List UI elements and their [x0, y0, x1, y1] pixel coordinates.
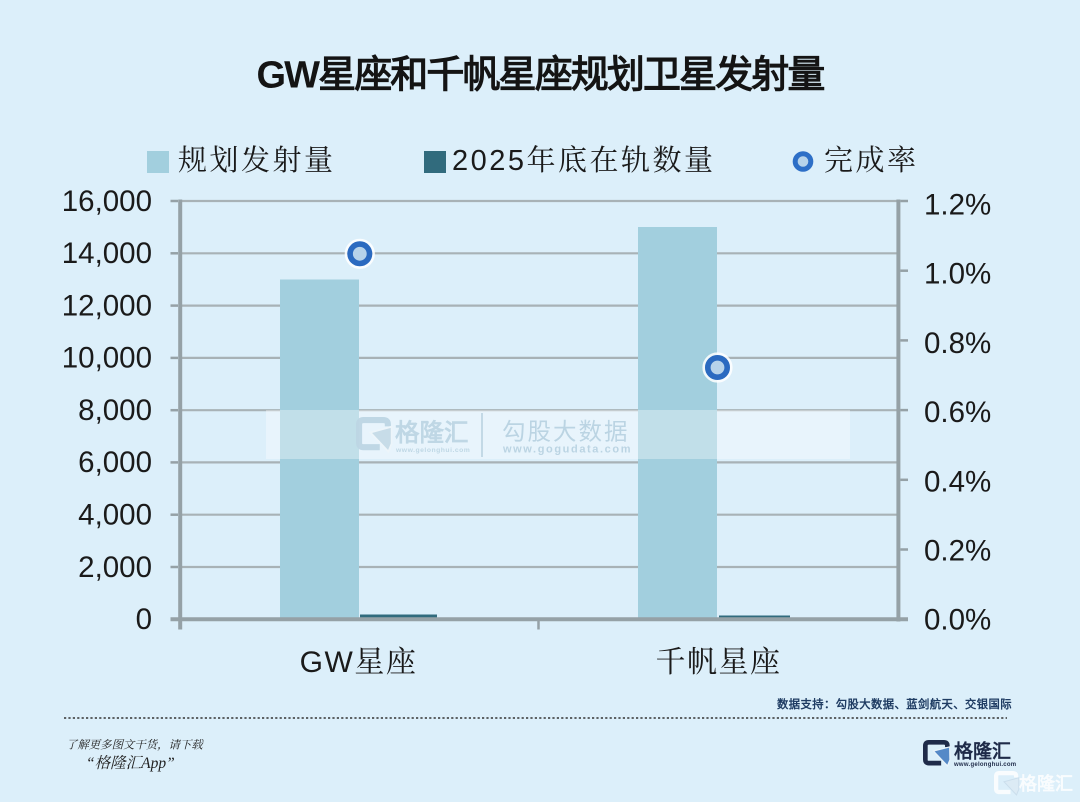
svg-text:2025年底在轨数量: 2025年底在轨数量 — [452, 144, 716, 177]
svg-text:www.gogudata.com: www.gogudata.com — [502, 444, 632, 456]
svg-text:8,000: 8,000 — [78, 394, 152, 427]
svg-text:GW星座和千帆星座规划卫星发射量: GW星座和千帆星座规划卫星发射量 — [256, 55, 824, 97]
svg-text:0.4%: 0.4% — [924, 465, 991, 498]
svg-text:“格隆汇App”: “格隆汇App” — [86, 754, 175, 772]
svg-text:0.8%: 0.8% — [924, 327, 991, 360]
svg-text:1.0%: 1.0% — [924, 258, 991, 291]
svg-text:0.2%: 0.2% — [924, 535, 991, 568]
svg-text:数据支持：勾股大数据、蓝剑航天、交银国际: 数据支持：勾股大数据、蓝剑航天、交银国际 — [777, 697, 1012, 711]
svg-text:0.6%: 0.6% — [924, 396, 991, 429]
svg-text:0.0%: 0.0% — [924, 604, 991, 637]
svg-text:了解更多图文干货，请下载: 了解更多图文干货，请下载 — [66, 739, 204, 752]
svg-text:勾股大数据: 勾股大数据 — [502, 419, 630, 445]
svg-text:规划发射量: 规划发射量 — [178, 144, 336, 177]
svg-text:0: 0 — [136, 603, 152, 636]
svg-text:14,000: 14,000 — [62, 237, 152, 270]
svg-text:16,000: 16,000 — [62, 185, 152, 218]
svg-text:www.gelonghui.com: www.gelonghui.com — [953, 762, 1016, 768]
svg-text:2,000: 2,000 — [78, 551, 152, 584]
svg-text:12,000: 12,000 — [62, 289, 152, 322]
svg-text:6,000: 6,000 — [78, 446, 152, 479]
svg-text:10,000: 10,000 — [62, 342, 152, 375]
svg-text:4,000: 4,000 — [78, 499, 152, 532]
svg-text:完成率: 完成率 — [824, 144, 919, 177]
svg-text:格隆汇: 格隆汇 — [395, 418, 469, 447]
svg-text:www.gelonghui.com: www.gelonghui.com — [395, 447, 470, 454]
svg-text:格隆汇: 格隆汇 — [954, 740, 1011, 763]
svg-text:GW星座: GW星座 — [300, 646, 418, 679]
svg-text:格隆汇: 格隆汇 — [1019, 773, 1073, 794]
svg-text:千帆星座: 千帆星座 — [656, 646, 782, 679]
svg-text:1.2%: 1.2% — [924, 189, 991, 222]
